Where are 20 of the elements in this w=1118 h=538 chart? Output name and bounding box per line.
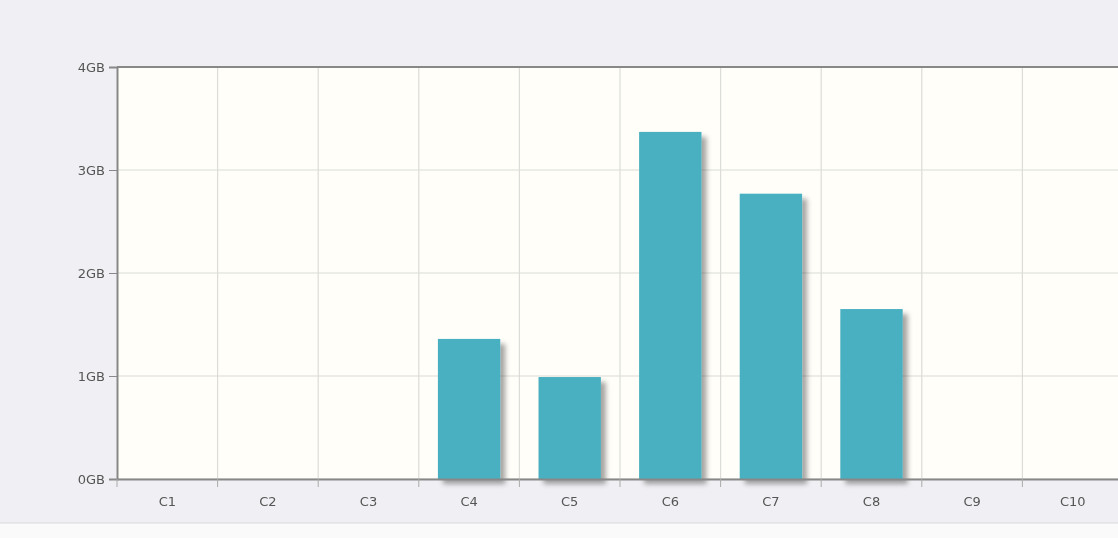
y-tick-label: 0GB — [77, 471, 105, 487]
y-tick-label: 3GB — [77, 162, 105, 178]
bar — [739, 193, 803, 479]
x-tick-label: C5 — [561, 494, 579, 510]
x-tick-label: C8 — [862, 494, 881, 510]
bar — [840, 309, 903, 479]
bar — [639, 131, 702, 479]
x-tick-label: C6 — [661, 494, 679, 510]
x-tick-label: C9 — [963, 494, 981, 510]
bar — [538, 377, 601, 479]
y-tick-label: 2GB — [77, 265, 105, 281]
x-tick-label: C4 — [460, 494, 478, 510]
bar — [437, 338, 501, 479]
x-tick-label: C7 — [762, 494, 780, 510]
y-tick-label: 1GB — [77, 368, 105, 384]
x-tick-label: C3 — [359, 494, 378, 510]
x-tick-label: C2 — [259, 494, 277, 510]
x-tick-label: C10 — [1059, 494, 1086, 510]
x-tick-label: C1 — [158, 494, 176, 510]
y-tick-label: 4GB — [77, 59, 105, 75]
